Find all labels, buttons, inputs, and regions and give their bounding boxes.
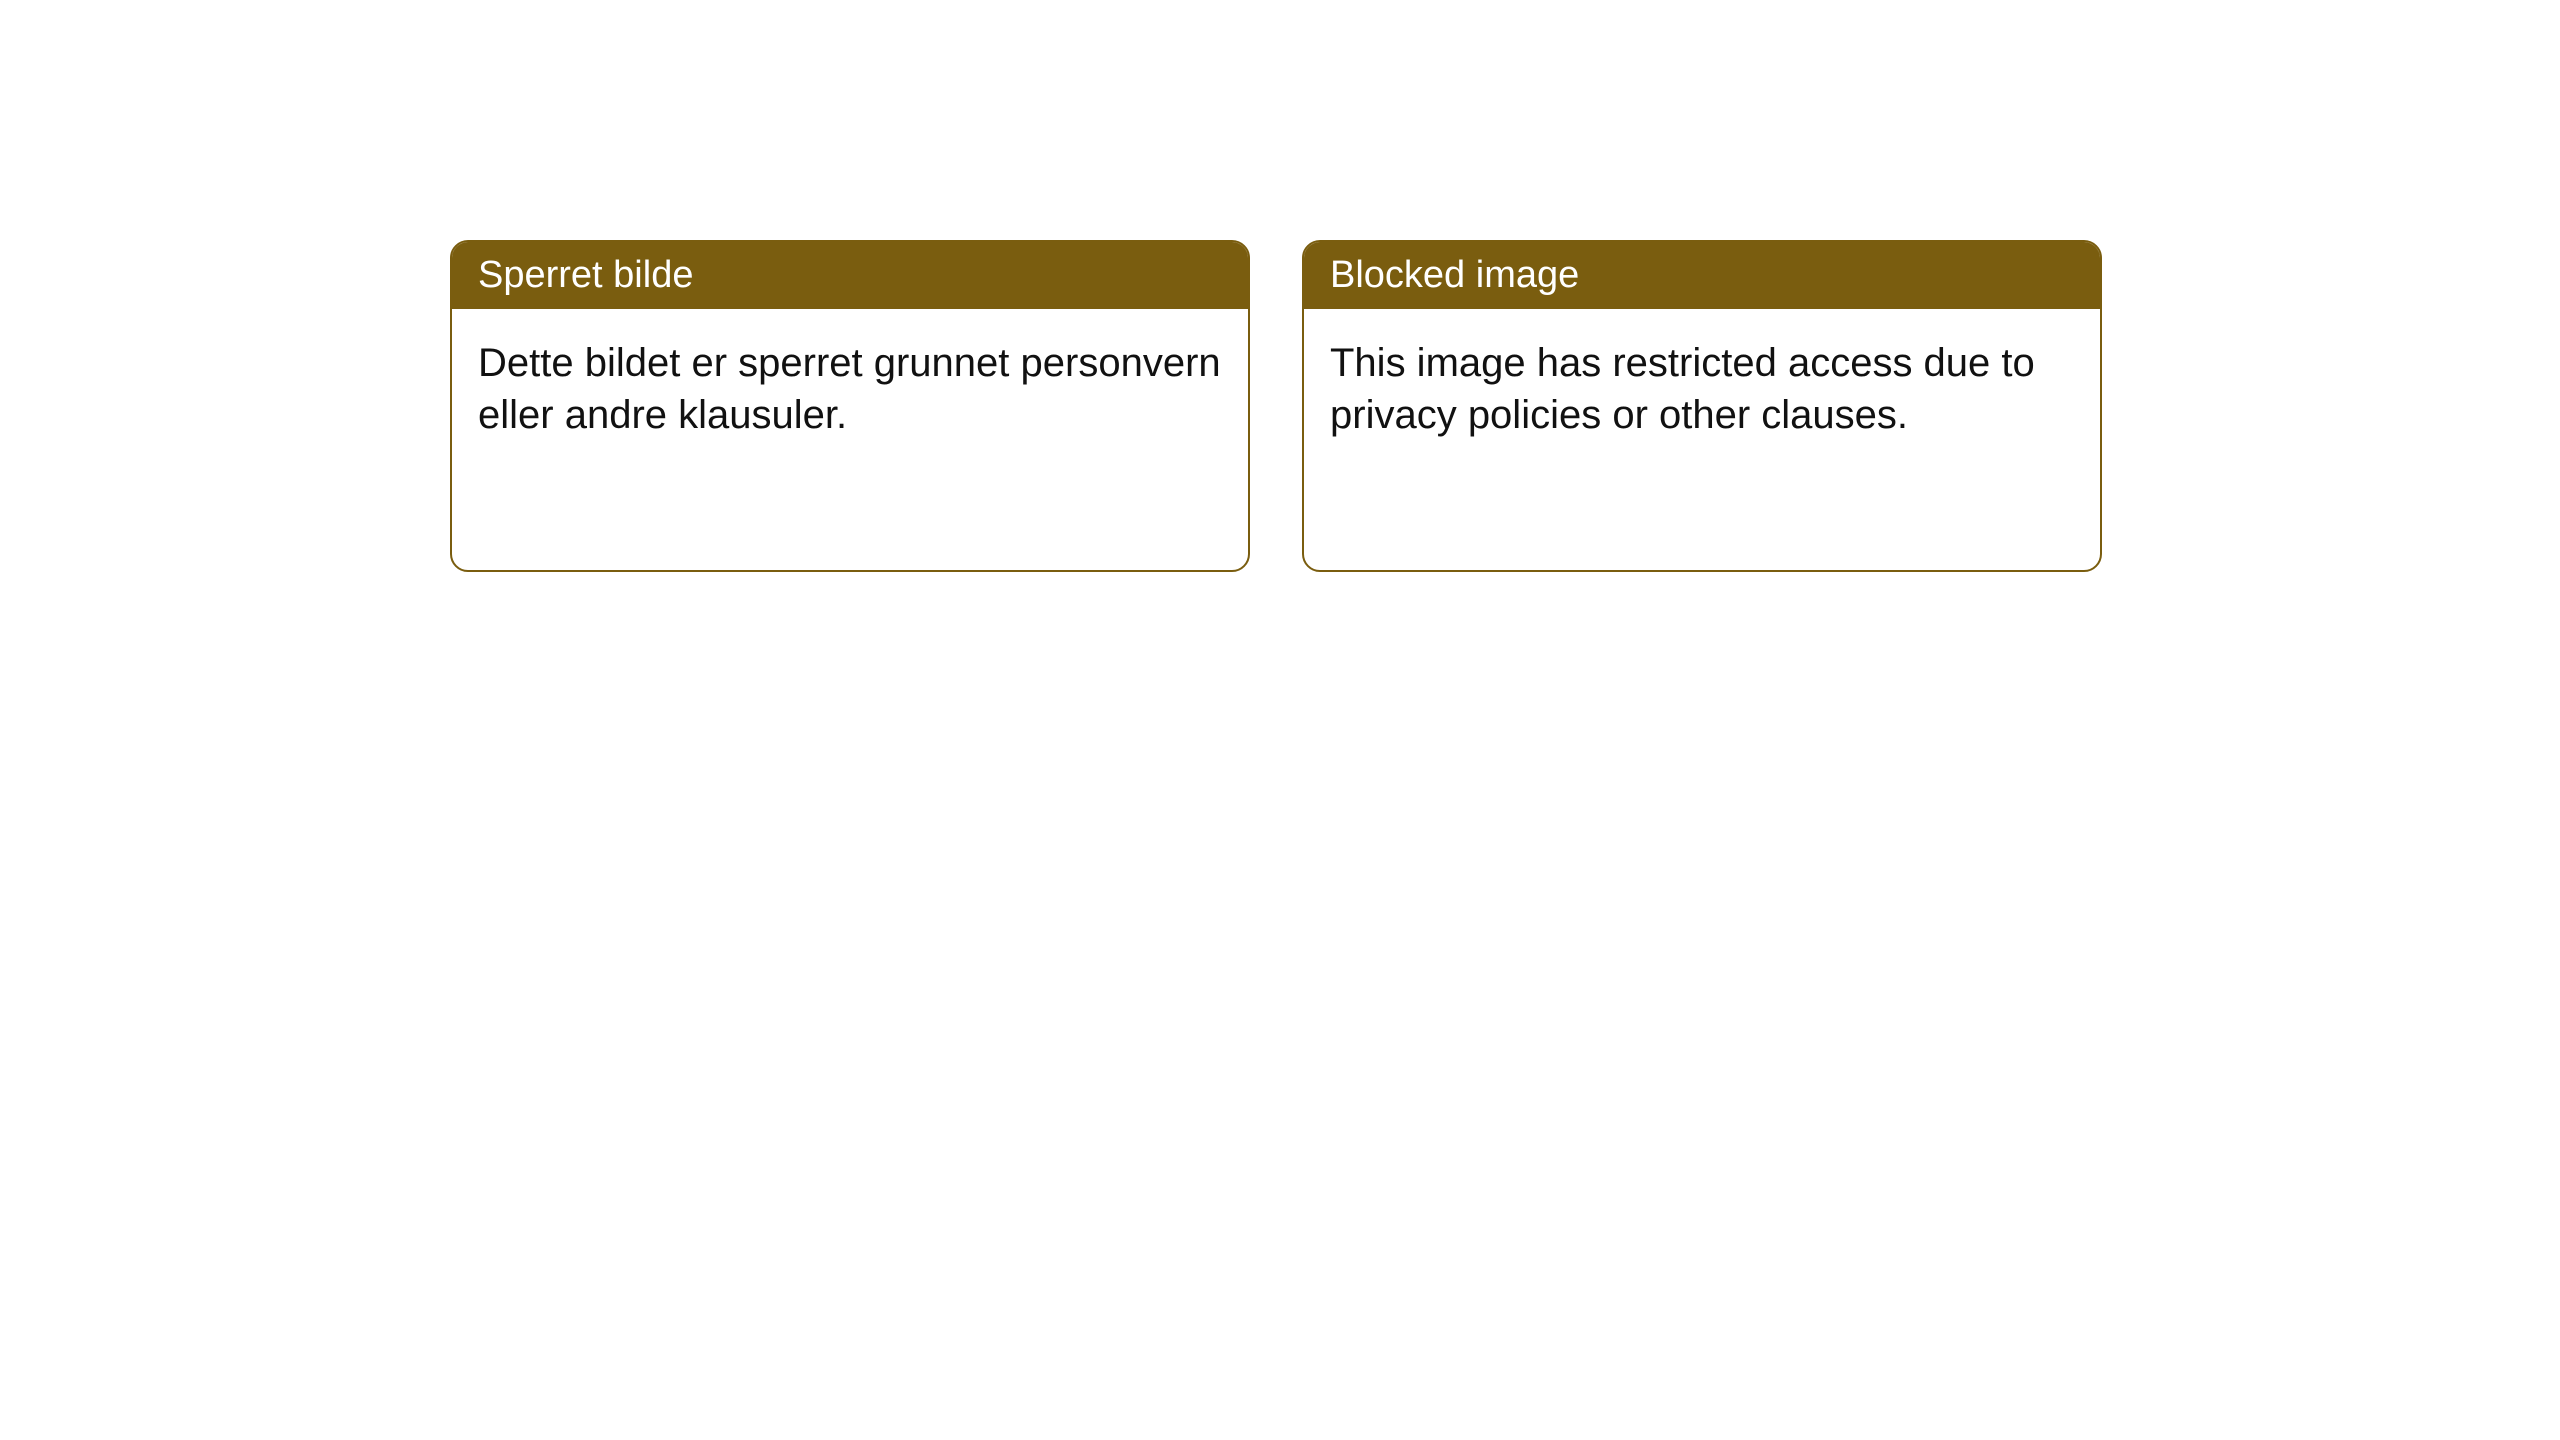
card-title: Blocked image <box>1330 254 1579 296</box>
notice-container: Sperret bilde Dette bildet er sperret gr… <box>450 240 2102 572</box>
notice-card-norwegian: Sperret bilde Dette bildet er sperret gr… <box>450 240 1250 572</box>
card-body-text: This image has restricted access due to … <box>1330 341 2035 437</box>
card-body: Dette bildet er sperret grunnet personve… <box>452 309 1248 469</box>
card-body: This image has restricted access due to … <box>1304 309 2100 469</box>
card-title: Sperret bilde <box>478 254 693 296</box>
card-header: Blocked image <box>1304 242 2100 309</box>
card-header: Sperret bilde <box>452 242 1248 309</box>
notice-card-english: Blocked image This image has restricted … <box>1302 240 2102 572</box>
card-body-text: Dette bildet er sperret grunnet personve… <box>478 341 1221 437</box>
